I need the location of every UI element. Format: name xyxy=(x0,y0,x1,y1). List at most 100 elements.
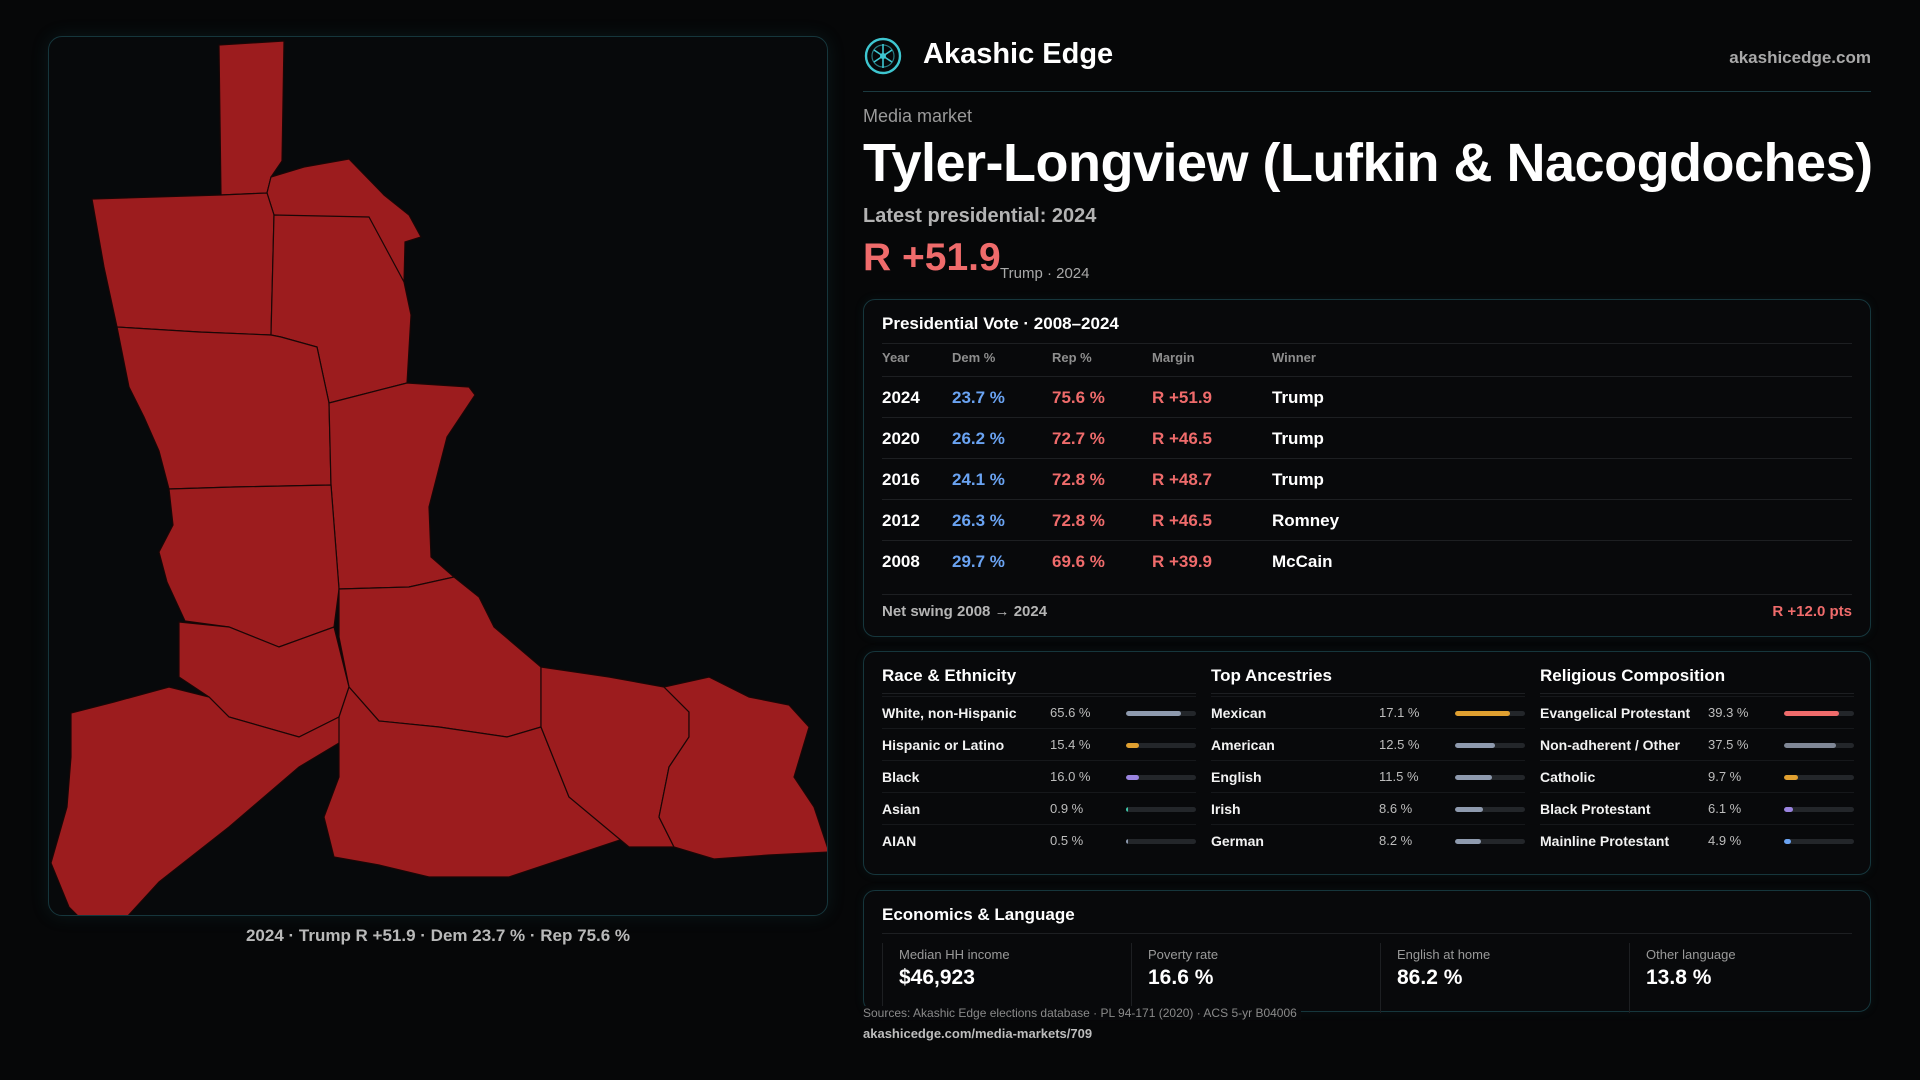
source-url-link[interactable]: akashicedge.com/media-markets/709 xyxy=(863,1026,1093,1041)
item-bar-track xyxy=(1455,807,1525,812)
cell-dem: 23.7 % xyxy=(952,388,1005,407)
cell-year: 2008 xyxy=(882,552,920,571)
table-row[interactable]: 2024 23.7 % 75.6 % R +51.9 Trump xyxy=(882,376,1852,417)
cell-dem: 24.1 % xyxy=(952,470,1005,489)
list-item: Non-adherent / Other 37.5 % xyxy=(1540,728,1854,760)
col-header-year: Year xyxy=(882,350,910,365)
item-bar-fill xyxy=(1126,775,1140,780)
item-bar-fill xyxy=(1126,807,1128,812)
stat-label: Median HH income xyxy=(899,947,1010,962)
county-shape[interactable] xyxy=(116,326,332,490)
item-percent: 16.0 % xyxy=(1050,769,1091,784)
county-shape[interactable] xyxy=(218,40,285,196)
stat-label: English at home xyxy=(1397,947,1491,962)
item-label: Mexican xyxy=(1211,705,1267,721)
cell-margin: R +48.7 xyxy=(1152,470,1213,489)
divider xyxy=(1211,693,1525,694)
county-shape[interactable] xyxy=(328,382,476,590)
table-row[interactable]: 2008 29.7 % 69.6 % R +39.9 McCain xyxy=(882,540,1852,581)
item-bar-track xyxy=(1126,743,1196,748)
cell-year: 2016 xyxy=(882,470,920,489)
stat-value: 86.2 % xyxy=(1397,966,1463,989)
cell-rep: 75.6 % xyxy=(1052,388,1105,407)
item-bar-track xyxy=(1455,743,1525,748)
item-bar-fill xyxy=(1126,839,1128,844)
list-item: Catholic 9.7 % xyxy=(1540,760,1854,792)
cell-winner: Romney xyxy=(1272,511,1340,530)
akashic-logo-icon[interactable] xyxy=(863,36,903,76)
net-swing-label: Net swing 2008 → 2024 xyxy=(882,603,1048,620)
cell-margin: R +39.9 xyxy=(1152,552,1213,571)
item-bar-fill xyxy=(1126,743,1139,748)
item-bar-fill xyxy=(1455,839,1482,844)
latest-margin-note: Trump · 2024 xyxy=(1000,265,1090,282)
list-item: Mexican 17.1 % xyxy=(1211,696,1525,728)
county-shape[interactable] xyxy=(323,685,631,878)
religion-title: Religious Composition xyxy=(1540,666,1726,685)
item-bar-track xyxy=(1455,711,1525,716)
divider xyxy=(882,343,1852,344)
item-bar-track xyxy=(1455,775,1525,780)
item-label: Black Protestant xyxy=(1540,801,1651,817)
item-bar-track xyxy=(1126,839,1196,844)
item-bar-fill xyxy=(1455,807,1483,812)
item-bar-fill xyxy=(1784,743,1837,748)
presidential-vote-card: Presidential Vote · 2008–2024 Year Dem %… xyxy=(863,299,1871,637)
item-percent: 65.6 % xyxy=(1050,705,1091,720)
sources-note: Sources: Akashic Edge elections database… xyxy=(863,1006,1301,1020)
item-percent: 11.5 % xyxy=(1379,769,1419,784)
page-subtitle: Latest presidential: 2024 xyxy=(863,205,1097,227)
item-label: German xyxy=(1211,833,1264,849)
table-row[interactable]: 2020 26.2 % 72.7 % R +46.5 Trump xyxy=(882,417,1852,458)
brand-name[interactable]: Akashic Edge xyxy=(923,38,1114,70)
item-percent: 8.2 % xyxy=(1379,833,1413,848)
item-label: Evangelical Protestant xyxy=(1540,705,1691,721)
header: Akashic Edge akashicedge.com xyxy=(863,36,1871,92)
race-ethnicity-title: Race & Ethnicity xyxy=(882,666,1017,685)
item-bar-fill xyxy=(1455,775,1492,780)
item-percent: 6.1 % xyxy=(1708,801,1742,816)
item-percent: 0.5 % xyxy=(1050,833,1084,848)
list-item: American 12.5 % xyxy=(1211,728,1525,760)
stat-value: 13.8 % xyxy=(1646,966,1712,989)
list-item: English 11.5 % xyxy=(1211,760,1525,792)
item-bar-track xyxy=(1455,839,1525,844)
col-header-winner: Winner xyxy=(1272,350,1316,365)
stat-label: Other language xyxy=(1646,947,1736,962)
cell-rep: 72.7 % xyxy=(1052,429,1105,448)
cell-margin: R +51.9 xyxy=(1152,388,1213,407)
table-row[interactable]: 2012 26.3 % 72.8 % R +46.5 Romney xyxy=(882,499,1852,540)
religion-section: Religious Composition Evangelical Protes… xyxy=(1540,666,1854,849)
county-shape[interactable] xyxy=(658,676,828,860)
net-swing-value: R +12.0 pts xyxy=(1772,603,1852,620)
cell-dem: 29.7 % xyxy=(952,552,1005,571)
latest-margin: R +51.9 xyxy=(863,236,1001,279)
county-map xyxy=(50,40,828,916)
item-percent: 0.9 % xyxy=(1050,801,1084,816)
item-label: Mainline Protestant xyxy=(1540,833,1670,849)
list-item: Mainline Protestant 4.9 % xyxy=(1540,824,1854,856)
item-bar-fill xyxy=(1126,711,1181,716)
ancestry-section: Top Ancestries Mexican 17.1 % American 12.5… xyxy=(1211,666,1525,849)
cell-rep: 72.8 % xyxy=(1052,470,1105,489)
item-bar-fill xyxy=(1784,807,1793,812)
col-header-dem: Dem % xyxy=(952,350,996,365)
item-percent: 4.9 % xyxy=(1708,833,1742,848)
item-bar-fill xyxy=(1784,839,1791,844)
item-percent: 12.5 % xyxy=(1379,737,1420,752)
item-bar-track xyxy=(1784,711,1854,716)
list-item: Asian 0.9 % xyxy=(882,792,1196,824)
site-link[interactable]: akashicedge.com xyxy=(1729,48,1871,67)
item-percent: 39.3 % xyxy=(1708,705,1749,720)
county-shape[interactable] xyxy=(91,192,275,336)
county-map-panel xyxy=(48,36,828,916)
item-percent: 37.5 % xyxy=(1708,737,1749,752)
divider xyxy=(1540,693,1854,694)
table-row[interactable]: 2016 24.1 % 72.8 % R +48.7 Trump xyxy=(882,458,1852,499)
other-language-stat: Other language 13.8 % xyxy=(1629,943,1853,1013)
page-kicker: Media market xyxy=(863,106,973,126)
cell-winner: Trump xyxy=(1272,470,1324,489)
list-item: AIAN 0.5 % xyxy=(882,824,1196,856)
county-shape[interactable] xyxy=(50,686,350,916)
english-at-home-stat: English at home 86.2 % xyxy=(1380,943,1628,1013)
